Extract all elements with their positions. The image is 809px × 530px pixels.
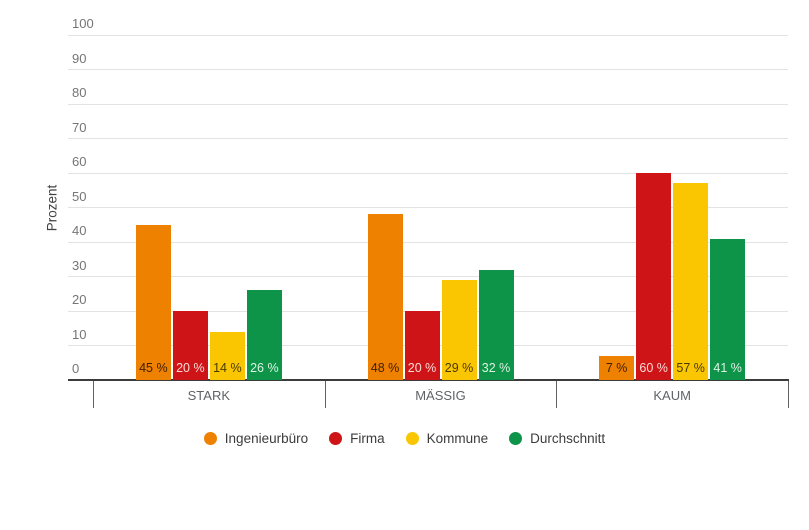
y-tick-label: 20	[72, 292, 87, 307]
bar	[441, 279, 477, 380]
bar-value-label: 29 %	[444, 361, 474, 375]
bar-value-label: 32 %	[481, 361, 511, 375]
legend-label: Kommune	[426, 431, 489, 446]
bar	[172, 311, 208, 380]
category-label: MÄSSIG	[415, 388, 466, 403]
legend-item: Durchschnitt	[509, 431, 605, 446]
gridline	[68, 276, 788, 277]
bar-value-label: 20 %	[176, 361, 205, 375]
y-tick-label: 30	[72, 257, 87, 273]
gridline	[68, 69, 788, 70]
category-label: STARK	[187, 388, 231, 403]
legend-swatch-icon	[405, 432, 419, 445]
x-axis-line	[68, 379, 789, 381]
y-tick-label: 50	[72, 188, 87, 204]
x-axis-tick	[556, 381, 558, 408]
bar-value-label: 48 %	[370, 361, 400, 375]
category-label: KAUM	[653, 388, 691, 403]
x-axis-tick	[93, 381, 94, 408]
x-axis-tick	[324, 381, 326, 408]
bar-value-label: 14 %	[213, 361, 242, 375]
bar-value-label: 60 %	[639, 361, 668, 375]
bar	[636, 173, 672, 380]
bar-value-label: 7 %	[605, 361, 628, 375]
bar-value-label: 41 %	[713, 361, 742, 375]
x-axis-tick	[788, 381, 789, 408]
gridline	[68, 103, 788, 105]
bar	[367, 214, 403, 380]
legend-swatch-icon	[509, 432, 523, 445]
bar-value-label: 20 %	[407, 361, 437, 375]
bar	[599, 355, 635, 380]
bar	[209, 331, 245, 380]
legend-item: Firma	[329, 431, 385, 446]
y-tick-label: 10	[72, 326, 87, 342]
y-tick-label: 70	[72, 119, 87, 135]
bar-value-label: 57 %	[676, 361, 705, 375]
bar	[246, 290, 282, 380]
bar	[710, 238, 746, 380]
bar-value-label: 45 %	[139, 361, 168, 375]
y-tick-label: 0	[72, 361, 80, 376]
legend-label: Ingenieurbüro	[224, 431, 309, 446]
y-tick-label: 90	[72, 50, 87, 66]
legend-swatch-icon	[203, 432, 217, 445]
gridline	[68, 241, 788, 243]
bar	[135, 224, 171, 380]
bar	[478, 269, 514, 380]
bar	[404, 311, 440, 380]
y-tick-label: 100	[72, 16, 94, 31]
y-axis-title: Prozent	[44, 184, 60, 232]
y-tick-label: 80	[72, 85, 87, 100]
gridline	[68, 34, 788, 36]
gridline	[68, 172, 788, 174]
bar	[673, 183, 709, 380]
y-tick-label: 60	[72, 154, 87, 169]
legend-item: Kommune	[405, 431, 489, 446]
legend: Ingenieurbüro Firma Kommune Durchschnitt	[0, 431, 809, 446]
legend-swatch-icon	[329, 432, 343, 445]
legend-item: Ingenieurbüro	[203, 431, 309, 446]
legend-label: Firma	[350, 431, 385, 446]
bar-value-label: 26 %	[250, 361, 279, 375]
gridline	[68, 138, 788, 139]
gridline	[68, 207, 788, 208]
legend-label: Durchschnitt	[530, 431, 606, 446]
y-tick-label: 40	[72, 223, 87, 238]
